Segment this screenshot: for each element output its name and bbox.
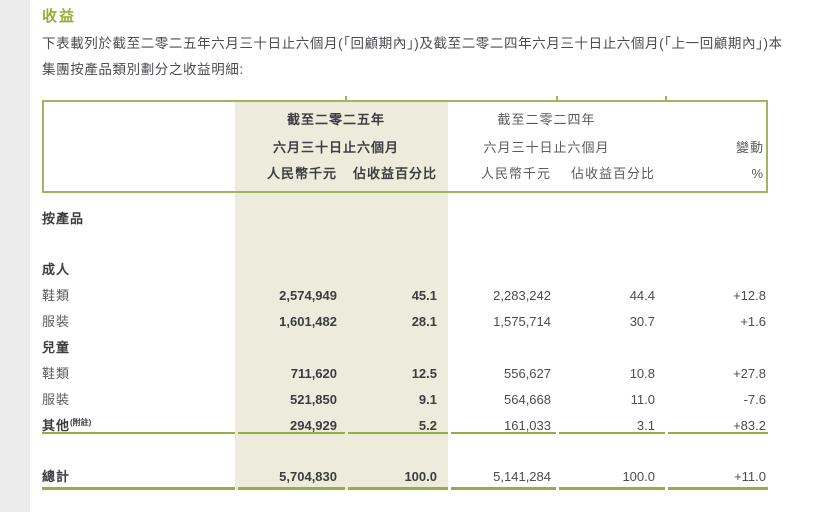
header-2025-pct-label: 佔收益百分比 xyxy=(352,166,437,181)
table-row-children-footwear: 鞋類 711,620 12.5 556,627 10.8 +27.8 xyxy=(42,366,768,382)
cell-2025-rmb: 711,620 xyxy=(290,366,337,381)
cell-change: +12.8 xyxy=(733,288,766,303)
cell-2025-rmb: 521,850 xyxy=(290,392,337,407)
revenue-table: 截至二零二五年 截至二零二四年 六月三十日止六個月 六月三十日止六個月 變動 人… xyxy=(42,96,768,500)
cell-2025-rmb: 2,574,949 xyxy=(279,288,337,303)
cell-2024-pct: 3.1 xyxy=(636,418,655,433)
row-label: 服裝 xyxy=(42,314,71,329)
row-label: 兒童 xyxy=(42,340,71,355)
row-label: 成人 xyxy=(42,262,71,277)
table-row-children-apparel: 服裝 521,850 9.1 564,668 11.0 -7.6 xyxy=(42,392,768,408)
header-change-label: 變動 xyxy=(735,140,764,155)
cell-change: +27.8 xyxy=(733,366,766,381)
header-period-2024-line2: 六月三十日止六個月 xyxy=(483,140,610,155)
cell-2024-rmb: 564,668 xyxy=(504,392,551,407)
header-2024-rmb-label: 人民幣千元 xyxy=(480,166,551,181)
cell-2025-pct: 5.2 xyxy=(418,418,437,433)
cell-2024-pct: 100.0 xyxy=(622,469,655,484)
footnote-marker: (附註) xyxy=(70,418,92,427)
table-row-children: 兒童 xyxy=(42,340,768,356)
table-row-adult-footwear: 鞋類 2,574,949 45.1 2,283,242 44.4 +12.8 xyxy=(42,288,768,304)
cell-2024-pct: 44.4 xyxy=(629,288,655,303)
cell-2025-rmb: 1,601,482 xyxy=(279,314,337,329)
cell-2025-pct: 12.5 xyxy=(411,366,437,381)
header-2025-rmb-label: 人民幣千元 xyxy=(266,166,337,181)
cell-2025-rmb: 294,929 xyxy=(290,418,337,433)
cell-2024-rmb: 2,283,242 xyxy=(493,288,551,303)
table-header-box xyxy=(42,100,768,193)
table-row-others: 其他(附註) 294,929 5.2 161,033 3.1 +83.2 xyxy=(42,418,768,434)
header-change-unit: % xyxy=(751,166,764,181)
header-period-2025-line1: 截至二零二五年 xyxy=(286,112,385,127)
cell-2024-pct: 30.7 xyxy=(629,314,655,329)
header-2024-pct-label: 佔收益百分比 xyxy=(570,166,655,181)
row-label: 鞋類 xyxy=(42,288,71,303)
cell-change: -7.6 xyxy=(743,392,766,407)
cell-change: +11.0 xyxy=(734,469,766,484)
table-row-by-product: 按產品 xyxy=(42,211,768,227)
cell-2024-pct: 10.8 xyxy=(629,366,655,381)
table-row-total: 總計 5,704,830 100.0 5,141,284 100.0 +11.0 xyxy=(42,469,768,485)
header-period-2025-line2: 六月三十日止六個月 xyxy=(272,140,399,155)
current-period-highlight-column xyxy=(235,100,448,490)
cell-2024-rmb: 5,141,284 xyxy=(493,469,551,484)
column-tick xyxy=(556,96,558,100)
header-period-2024-line1: 截至二零二四年 xyxy=(497,112,596,127)
row-label: 按產品 xyxy=(42,211,85,226)
cell-change: +83.2 xyxy=(733,418,766,433)
cell-2025-pct: 28.1 xyxy=(411,314,437,329)
column-tick xyxy=(665,96,667,100)
cell-2024-rmb: 556,627 xyxy=(504,366,551,381)
cell-change: +1.6 xyxy=(740,314,766,329)
cell-2025-pct: 9.1 xyxy=(418,392,437,407)
cell-2025-rmb: 5,704,830 xyxy=(279,469,337,484)
row-label: 總計 xyxy=(42,469,71,484)
cell-2024-rmb: 161,033 xyxy=(504,418,551,433)
table-row-adult-apparel: 服裝 1,601,482 28.1 1,575,714 30.7 +1.6 xyxy=(42,314,768,330)
column-tick xyxy=(345,96,347,100)
intro-paragraph: 下表載列於截至二零二五年六月三十日止六個月(「回顧期內」)及截至二零二四年六月三… xyxy=(42,36,783,77)
row-label: 其他(附註) xyxy=(42,418,92,433)
row-label: 服裝 xyxy=(42,392,71,407)
cell-2024-pct: 11.0 xyxy=(630,392,655,407)
row-label: 鞋類 xyxy=(42,366,71,381)
page-title: 收益 xyxy=(42,8,77,25)
cell-2025-pct: 100.0 xyxy=(404,469,437,484)
table-row-adult: 成人 xyxy=(42,262,768,278)
page-edge-strip xyxy=(0,0,30,512)
cell-2024-rmb: 1,575,714 xyxy=(493,314,551,329)
cell-2025-pct: 45.1 xyxy=(411,288,437,303)
